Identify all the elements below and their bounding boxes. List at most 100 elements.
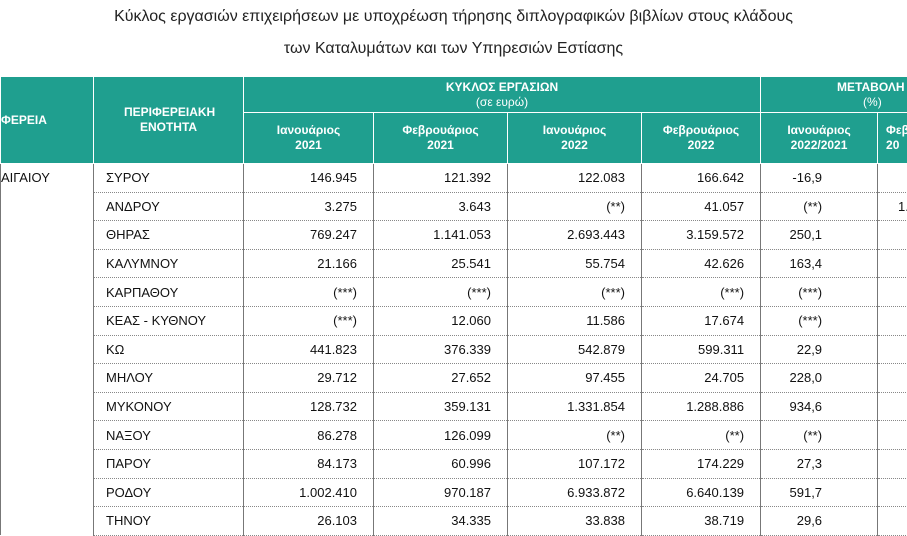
- unit-cell: ΑΝΔΡΟΥ: [93, 192, 244, 222]
- row: ΜΥΚΟΝΟΥ 128.732 359.131 1.331.854 1.288.886 9…: [1, 392, 907, 422]
- value-cell: [877, 220, 907, 250]
- value-cell: 24.705: [640, 363, 762, 393]
- header-text: Ιανουάριος: [542, 123, 607, 137]
- region-cell: ΑΙΓΑΙΟΥ: [0, 163, 94, 536]
- value-cell: [877, 392, 907, 422]
- value-cell: 166.642: [640, 163, 762, 193]
- value-cell: 121.392: [373, 163, 508, 193]
- column-header: Ιανουάριος 2021: [243, 112, 374, 164]
- value-cell: (**): [640, 420, 762, 450]
- value-cell: (***): [373, 277, 508, 307]
- unit-cell: ΣΥΡΟΥ: [93, 163, 244, 193]
- value-cell: 1.331.854: [507, 392, 642, 422]
- header-text: ΜΕΤΑΒΟΛΗ: [837, 79, 905, 94]
- value-cell: 542.879: [507, 335, 642, 365]
- row: ΚΑΡΠΑΘΟΥ (***) (***) (***) (***) (***): [1, 277, 907, 307]
- value-cell: (**): [507, 192, 642, 222]
- row: ΜΗΛΟΥ 29.712 27.652 97.455 24.705 228,0: [1, 363, 907, 393]
- value-cell: (***): [243, 277, 374, 307]
- value-cell: 934,6: [760, 392, 879, 422]
- value-cell: 60.996: [373, 449, 508, 479]
- value-cell: (***): [507, 277, 642, 307]
- unit-cell: ΡΟΔΟΥ: [93, 478, 244, 508]
- header-text: ΚΥΚΛΟΣ ΕΡΓΑΣΙΩΝ: [445, 79, 559, 94]
- header-text: 2022: [561, 138, 588, 152]
- value-cell: (**): [507, 420, 642, 450]
- unit-cell: ΚΑΛΥΜΝΟΥ: [93, 249, 244, 279]
- value-cell: [877, 306, 907, 336]
- value-cell: [877, 277, 907, 307]
- column-header: Φεβρουάριος 2021: [373, 112, 508, 164]
- row: ΤΗΝΟΥ 26.103 34.335 33.838 38.719 29,6: [1, 506, 907, 536]
- value-cell: [877, 506, 907, 536]
- value-cell: 12.060: [373, 306, 508, 336]
- unit-cell: ΤΗΝΟΥ: [93, 506, 244, 536]
- value-cell: [877, 249, 907, 279]
- value-cell: (**): [760, 420, 879, 450]
- value-cell: 128.732: [243, 392, 374, 422]
- value-cell: 163,4: [760, 249, 879, 279]
- value-cell: 3.643: [373, 192, 508, 222]
- value-cell: 41.057: [640, 192, 762, 222]
- value-cell: (***): [760, 277, 879, 307]
- value-cell: 122.083: [507, 163, 642, 193]
- header-text: 20: [886, 138, 900, 152]
- value-cell: 599.311: [640, 335, 762, 365]
- header-text: Ιανουάριος: [276, 123, 341, 137]
- value-cell: 33.838: [507, 506, 642, 536]
- row: ΠΑΡΟΥ 84.173 60.996 107.172 174.229 27,3: [1, 449, 907, 479]
- value-cell: 22,9: [760, 335, 879, 365]
- change-header: ΜΕΤΑΒΟΛΗ (%): [760, 76, 907, 113]
- value-cell: 107.172: [507, 449, 642, 479]
- header-text: 2021: [427, 138, 454, 152]
- value-cell: 38.719: [640, 506, 762, 536]
- unit-cell: ΠΑΡΟΥ: [93, 449, 244, 479]
- row: ΝΑΞΟΥ 86.278 126.099 (**) (**) (**): [1, 420, 907, 450]
- value-cell: 42.626: [640, 249, 762, 279]
- value-cell: 17.674: [640, 306, 762, 336]
- row: ΘΗΡΑΣ 769.247 1.141.053 2.693.443 3.159.572 2…: [1, 220, 907, 250]
- header-text: Φεβρουάριος: [402, 123, 479, 137]
- value-cell: [877, 420, 907, 450]
- value-cell: -16,9: [760, 163, 879, 193]
- value-cell: 3.275: [243, 192, 374, 222]
- row: ΑΙΓΑΙΟΥ ΣΥΡΟΥ 146.945 121.392 122.083 166.642…: [0, 163, 907, 536]
- value-cell: (***): [760, 306, 879, 336]
- value-cell: 2.693.443: [507, 220, 642, 250]
- value-cell: 84.173: [243, 449, 374, 479]
- value-cell: 34.335: [373, 506, 508, 536]
- value-cell: [877, 163, 907, 193]
- value-cell: 126.099: [373, 420, 508, 450]
- value-cell: 27,3: [760, 449, 879, 479]
- value-cell: (***): [640, 277, 762, 307]
- unit-cell: ΚΩ: [93, 335, 244, 365]
- value-cell: (**): [760, 192, 879, 222]
- value-cell: 1.141.053: [373, 220, 508, 250]
- header-text: (%): [863, 94, 882, 109]
- value-cell: 6.640.139: [640, 478, 762, 508]
- value-cell: 174.229: [640, 449, 762, 479]
- value-cell: 29,6: [760, 506, 879, 536]
- column-header: Φεβ 20: [877, 112, 907, 164]
- column-header: Ιανουάριος 2022/2021: [760, 112, 879, 164]
- table-wrap: ΦΕΡΕΙΑ ΠΕΡΙΦΕΡΕΙΑΚΗ ΕΝΟΤΗΤΑ ΚΥΚΛΟΣ ΕΡΓΑΣ…: [0, 76, 907, 536]
- header-text: (σε ευρώ): [475, 94, 529, 109]
- unit-cell: ΜΥΚΟΝΟΥ: [93, 392, 244, 422]
- value-cell: 3.159.572: [640, 220, 762, 250]
- value-cell: [877, 478, 907, 508]
- value-cell: (***): [243, 306, 374, 336]
- row: ΚΑΛΥΜΝΟΥ 21.166 25.541 55.754 42.626 163,4: [1, 249, 907, 279]
- row: ΡΟΔΟΥ 1.002.410 970.187 6.933.872 6.640.139 5…: [1, 478, 907, 508]
- value-cell: [877, 335, 907, 365]
- value-cell: 25.541: [373, 249, 508, 279]
- value-cell: 1.002.410: [243, 478, 374, 508]
- value-cell: 228,0: [760, 363, 879, 393]
- value-cell: [877, 363, 907, 393]
- row: ΚΩ 441.823 376.339 542.879 599.311 22,9: [1, 335, 907, 365]
- value-cell: 250,1: [760, 220, 879, 250]
- value-cell: [877, 449, 907, 479]
- value-cell: 11.586: [507, 306, 642, 336]
- turnover-header: ΚΥΚΛΟΣ ΕΡΓΑΣΙΩΝ (σε ευρώ): [242, 76, 762, 113]
